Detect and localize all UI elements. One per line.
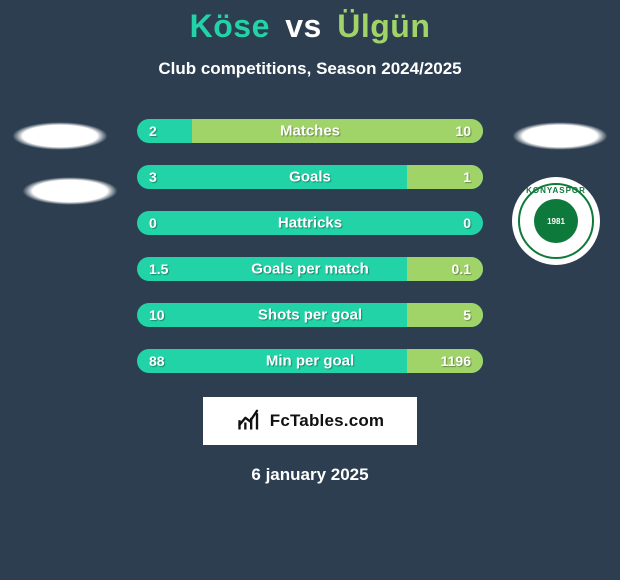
stat-label: Matches (280, 123, 340, 140)
stat-left-value: 88 (149, 353, 165, 369)
stats-container: 2 Matches 10 3 Goals 1 0 Hattricks 0 1.5… (137, 119, 483, 373)
stat-left-value: 2 (149, 123, 157, 139)
chart-icon (236, 405, 264, 438)
player2-name: Ülgün (337, 8, 430, 44)
page-title: Köse vs Ülgün (0, 0, 620, 45)
subtitle: Club competitions, Season 2024/2025 (0, 59, 620, 79)
stat-right-value: 0 (463, 215, 471, 231)
stat-row-goals: 3 Goals 1 (137, 165, 483, 189)
stat-right-value: 10 (455, 123, 471, 139)
player2-avatar-placeholder (512, 122, 608, 150)
stat-row-matches: 2 Matches 10 (137, 119, 483, 143)
vs-word: vs (285, 8, 322, 44)
stat-right-value: 5 (463, 307, 471, 323)
badge-year: 1981 (534, 199, 578, 243)
stat-right-fill (407, 165, 483, 189)
stat-left-value: 0 (149, 215, 157, 231)
stat-row-hattricks: 0 Hattricks 0 (137, 211, 483, 235)
badge-club-name: KONYASPOR (512, 186, 600, 195)
stat-label: Shots per goal (258, 307, 362, 324)
player1-name: Köse (190, 8, 270, 44)
stat-row-min-per-goal: 88 Min per goal 1196 (137, 349, 483, 373)
stat-left-value: 3 (149, 169, 157, 185)
stat-left-value: 1.5 (149, 261, 168, 277)
stat-label: Min per goal (266, 353, 354, 370)
stat-right-fill (407, 303, 483, 327)
player2-club-badge: KONYASPOR 1981 (512, 177, 600, 265)
stat-row-goals-per-match: 1.5 Goals per match 0.1 (137, 257, 483, 281)
stat-left-value: 10 (149, 307, 165, 323)
branding-banner: FcTables.com (203, 397, 417, 445)
stat-right-value: 1196 (441, 353, 471, 369)
stat-right-value: 1 (463, 169, 471, 185)
stat-row-shots-per-goal: 10 Shots per goal 5 (137, 303, 483, 327)
player1-club-placeholder (22, 177, 118, 205)
stat-label: Hattricks (278, 215, 342, 232)
stat-label: Goals per match (251, 261, 369, 278)
player1-avatar-placeholder (12, 122, 108, 150)
date-text: 6 january 2025 (0, 465, 620, 485)
stat-right-value: 0.1 (452, 261, 471, 277)
stat-right-fill (407, 257, 483, 281)
stat-label: Goals (289, 169, 331, 186)
branding-text: FcTables.com (270, 411, 385, 431)
